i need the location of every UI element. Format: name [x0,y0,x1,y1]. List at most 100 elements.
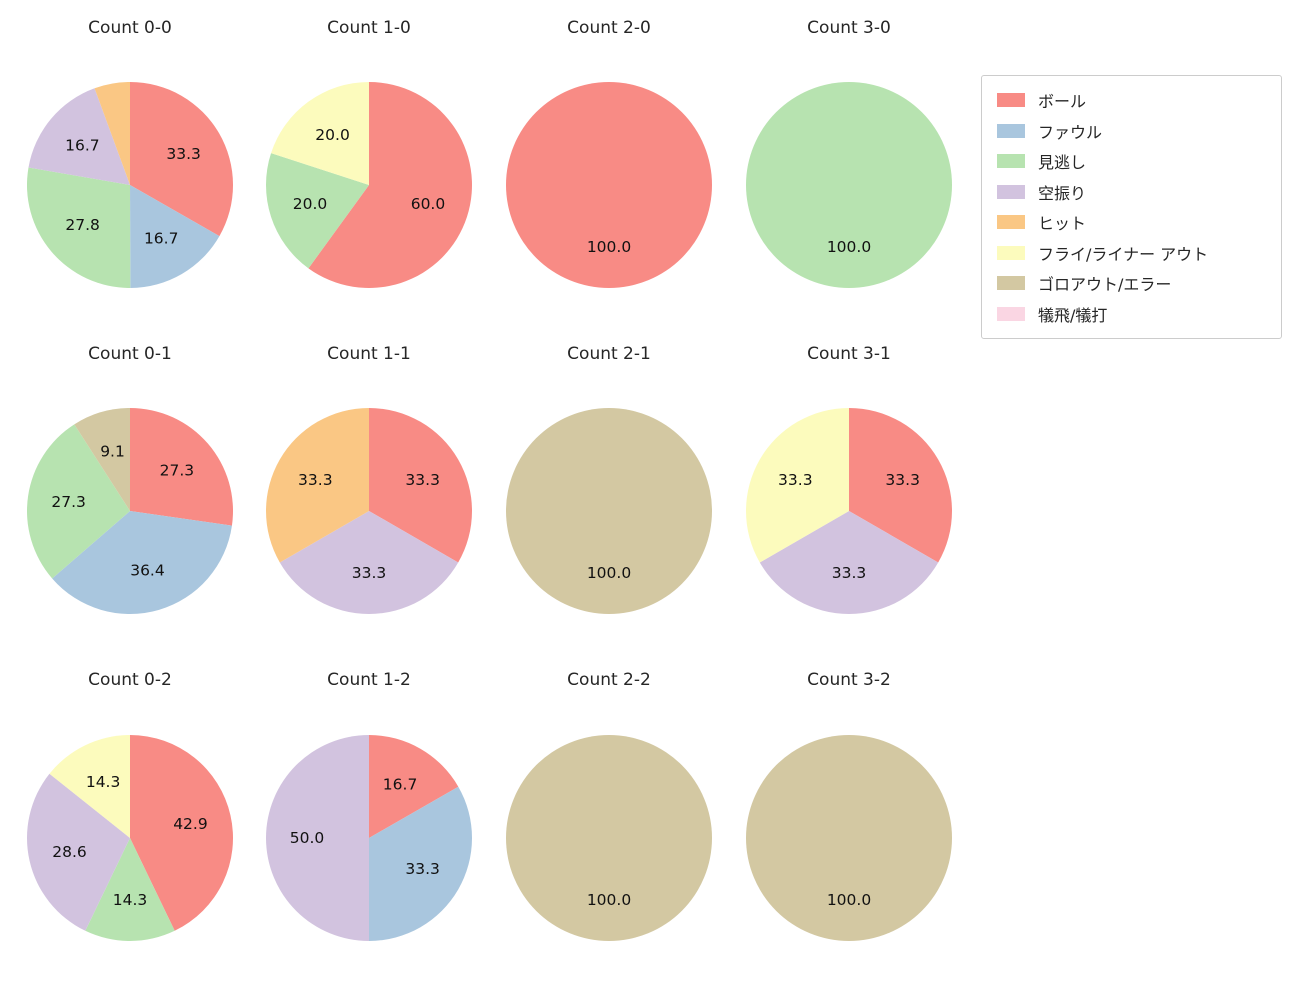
pie-slice [130,408,233,526]
chart-title: Count 1-0 [327,18,411,38]
legend-item: ゴロアウト/エラー [990,268,1273,299]
legend-swatch-icon [997,184,1025,199]
pie-slice-label: 100.0 [827,238,871,256]
pie-slice [506,408,712,614]
pie-slice [308,82,473,288]
pie-chart-count-3-1: 33.3 33.3 33.3 [746,408,952,614]
legend-swatch-icon [997,306,1025,321]
chart-title: Count 1-1 [327,344,411,364]
pie-chart-count-2-0: 100.0 [506,82,712,288]
pie-slice [130,185,220,288]
chart-title: Count 3-1 [807,344,891,364]
pie-slice-label: 36.4 [130,561,165,579]
pie-slice [85,838,175,942]
legend-swatch-icon [997,276,1025,291]
pie-slice [271,81,369,185]
pie-slice-label: 27.3 [51,493,86,511]
legend-item: 見逃し [990,146,1273,177]
pie-slice-label: 28.6 [52,843,87,861]
pie-chart-count-1-0: 60.0 20.0 20.0 [265,81,473,288]
chart-title: Count 1-2 [327,670,411,690]
pie-slice-label: 33.3 [778,471,813,489]
pie-slice-label: 42.9 [173,815,208,833]
pie-slice [52,511,232,614]
pie-chart-count-3-2: 100.0 [746,735,952,941]
pie-slice-label: 33.3 [405,860,440,878]
pie-slice [28,88,130,185]
pie-slice-label: 16.7 [65,136,100,154]
chart-title: Count 2-1 [567,344,651,364]
legend-swatch-icon [997,245,1025,260]
pie-slice [49,735,130,838]
pie-slice-label: 20.0 [315,126,350,144]
pie-slice [266,735,369,941]
pie-slice-label: 27.8 [65,216,100,234]
legend: ボールファウル見逃し空振りヒットフライ/ライナー アウト ゴロアウト/エラー犠飛/… [981,75,1282,339]
pie-slice [26,773,131,931]
pie-slice [130,82,234,237]
pie-slice [74,408,130,511]
legend-label: 空振り [1038,183,1087,203]
pie-slice-label: 9.1 [100,443,125,461]
chart-title: Count 2-0 [567,18,651,38]
pie-slice [759,511,939,614]
pie-slice [369,735,459,838]
pie-slice-label: 33.3 [885,471,920,489]
pie-slice [746,408,849,563]
legend-label: ゴロアウト/エラー [1038,275,1172,295]
pie-slice-label: 33.3 [405,471,440,489]
pie-slice-label: 33.3 [352,564,387,582]
legend-swatch-icon [997,215,1025,230]
chart-title: Count 2-2 [567,670,651,690]
pie-slice-label: 33.3 [298,471,333,489]
pie-chart-count-2-1: 100.0 [506,408,712,614]
legend-item: ヒット [990,207,1273,238]
pie-slice [26,167,131,289]
pie-slice [369,786,472,941]
pie-slice-label: 100.0 [587,238,631,256]
pie-slice-label: 14.3 [113,891,148,909]
pie-chart-count-0-0: 33.3 16.7 27.8 16.7 [26,82,234,289]
chart-title: Count 0-2 [88,670,172,690]
pie-slice [265,153,369,269]
pie-slice [266,408,369,563]
pie-slice-label: 16.7 [383,775,418,793]
pie-slice-label: 50.0 [290,829,325,847]
legend-item: ボール [990,85,1273,116]
pie-slice-label: 100.0 [827,891,871,909]
pie-chart-count-1-1: 33.3 33.3 33.3 [266,408,472,614]
legend-swatch-icon [997,123,1025,138]
legend-item: 空振り [990,177,1273,208]
chart-title: Count 0-1 [88,344,172,364]
chart-title: Count 3-0 [807,18,891,38]
pie-slice-label: 20.0 [293,195,328,213]
pie-slice-label: 14.3 [86,773,121,791]
pie-slice-label: 16.7 [144,230,179,248]
legend-label: フライ/ライナー アウト [1038,244,1209,264]
legend-items: ボールファウル見逃し空振りヒットフライ/ライナー アウト ゴロアウト/エラー犠飛/… [990,85,1273,329]
chart-title: Count 0-0 [88,18,172,38]
legend-item: ファウル [990,116,1273,147]
chart-title: Count 3-2 [807,670,891,690]
pie-slice [26,424,130,579]
pie-chart-count-3-0: 100.0 [746,82,952,288]
pie-slice-label: 100.0 [587,891,631,909]
pie-slice-label: 27.3 [160,461,195,479]
legend-label: ボール [1038,92,1087,112]
pie-slice [849,408,952,563]
pie-slice [506,82,712,288]
pie-slice [94,82,130,185]
pie-slice-label: 100.0 [587,564,631,582]
pie-chart-count-0-2: 42.9 14.3 28.6 14.3 [26,735,234,942]
pie-chart-count-1-2: 16.7 33.3 50.0 [266,735,472,941]
pie-chart-count-0-1: 27.3 36.4 27.3 9.1 [26,408,233,614]
pie-slice-label: 33.3 [166,145,201,163]
legend-label: ヒット [1038,214,1087,234]
legend-label: 見逃し [1038,153,1087,173]
pie-slice [279,511,459,614]
pie-slice-label: 60.0 [411,195,446,213]
legend-label: ファウル [1038,122,1103,142]
legend-item: 犠飛/犠打 [990,299,1273,330]
pie-slice [369,408,472,563]
